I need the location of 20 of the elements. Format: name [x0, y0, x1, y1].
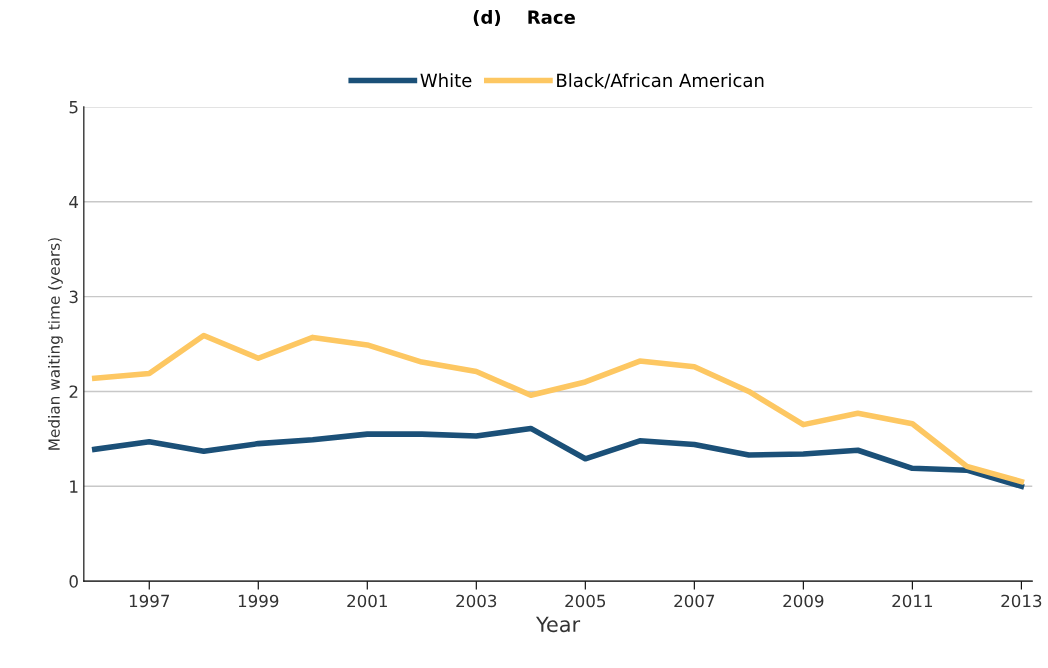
- x-tick-label: 2009: [783, 594, 824, 608]
- y-tick-label: 1: [70, 480, 78, 493]
- x-tick-label: 2013: [1001, 594, 1042, 608]
- y-tick-label: 0: [69, 575, 78, 588]
- y-tick-label: 5: [69, 101, 78, 114]
- chart-title: (d) Race: [473, 10, 575, 27]
- x-tick-label: 2011: [892, 594, 933, 608]
- x-tick-label: 2005: [565, 594, 606, 608]
- x-tick-label: 2001: [347, 594, 387, 608]
- x-tick-label: 1999: [238, 594, 279, 608]
- x-axis-title: Year: [535, 616, 581, 633]
- x-tick-label: 2007: [674, 594, 715, 608]
- legend-label: White: [420, 73, 472, 88]
- x-tick-label: 2003: [456, 594, 497, 608]
- legend-label: Black/African American: [557, 73, 764, 89]
- x-tick-label: 1997: [129, 594, 170, 608]
- y-tick-label: 3: [69, 290, 78, 304]
- y-axis-title: Median waiting time (years): [48, 238, 63, 450]
- y-tick-label: 4: [69, 195, 79, 209]
- y-tick-label: 2: [69, 385, 78, 398]
